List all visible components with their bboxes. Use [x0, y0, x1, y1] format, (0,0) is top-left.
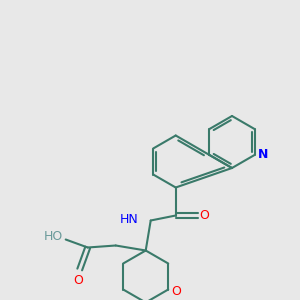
Text: N: N	[257, 148, 268, 161]
Text: O: O	[171, 285, 181, 298]
Text: HN: HN	[120, 213, 139, 226]
Text: HO: HO	[44, 230, 63, 243]
Text: O: O	[73, 274, 82, 287]
Text: O: O	[200, 209, 210, 222]
